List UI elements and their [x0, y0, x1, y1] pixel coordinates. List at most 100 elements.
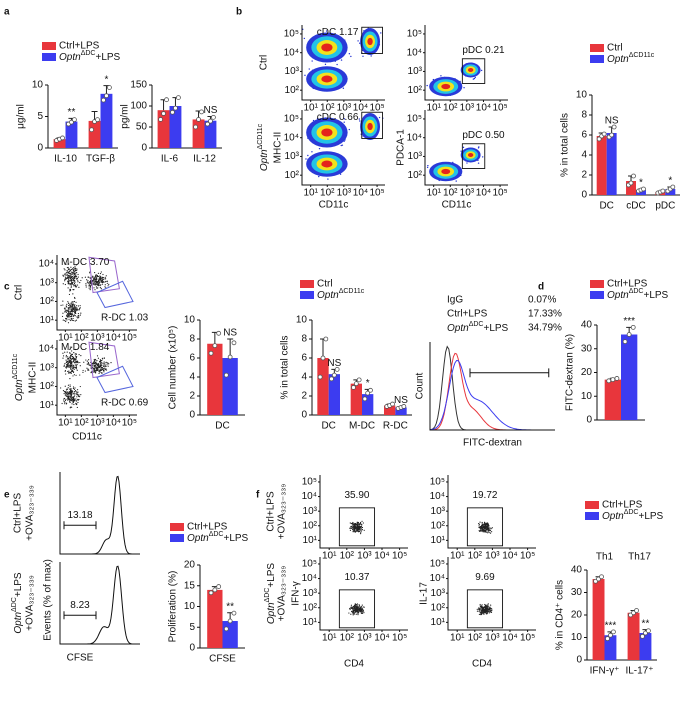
cell-dot [79, 361, 81, 364]
cell-dot [71, 305, 73, 307]
cell-dot [361, 609, 363, 611]
cell-dot [99, 367, 101, 369]
cell-dot [104, 278, 107, 280]
legend-swatch [300, 291, 314, 299]
cell-dot [102, 369, 104, 371]
cell-dot [87, 280, 89, 282]
panel-letter: b [236, 7, 242, 18]
density [367, 122, 373, 131]
cell-dot [95, 286, 98, 288]
cell-dot [68, 263, 70, 265]
y-axis-label: IFN-γ [291, 581, 302, 605]
plot-frame [447, 557, 536, 631]
cell-dot [480, 525, 482, 528]
cell-dot [87, 276, 89, 278]
cell-dot [67, 287, 69, 289]
cell-dot [96, 287, 98, 289]
cell-dot [481, 607, 483, 609]
cell-dot [61, 315, 64, 318]
cell-dot [64, 363, 66, 365]
cell-dot [68, 391, 70, 393]
cell-dot [77, 305, 80, 307]
gate-label: cDC 0.66 [317, 112, 359, 123]
cell-dot [64, 319, 66, 322]
cell-dot [96, 359, 98, 362]
x-tick-label: 10² [74, 418, 89, 429]
cell-dot [104, 284, 106, 286]
data-point [640, 633, 645, 639]
x-tick-label: DC [215, 421, 229, 432]
cell-dot [484, 603, 486, 606]
x-tick-label: 10¹ [450, 633, 465, 644]
cell-dot [96, 280, 98, 283]
cell-dot [360, 607, 362, 609]
gate-label: 35.90 [344, 490, 369, 501]
plot-frame [56, 340, 137, 416]
cell-dot [356, 527, 358, 529]
x-tick-label: 10⁴ [502, 551, 517, 562]
cell-dot [63, 365, 65, 367]
density [467, 152, 474, 158]
cell-dot [101, 283, 104, 285]
cell-dot [68, 271, 70, 273]
row-label: OptnΔCD11c [257, 123, 269, 171]
cell-dot [98, 278, 100, 280]
cell-dot [95, 280, 97, 282]
cell-dot [68, 307, 70, 309]
cell-dot [70, 307, 72, 309]
cell-dot [85, 359, 87, 361]
cell-dot [75, 271, 78, 274]
cell-dot [354, 605, 356, 607]
y-tick-label: 2 [581, 170, 587, 181]
y-axis-label: pg/ml [120, 104, 131, 128]
cell-dot [65, 395, 67, 397]
x-tick-label: 10² [468, 633, 483, 644]
cell-dot [72, 358, 74, 360]
cell-dot [486, 607, 489, 610]
cell-dot [484, 527, 486, 530]
cell-dot [358, 118, 361, 120]
cell-dot [77, 317, 79, 319]
x-tick-label: 10² [340, 633, 355, 644]
cell-dot [72, 401, 75, 403]
cell-dot [62, 300, 64, 302]
cell-dot [489, 606, 491, 608]
gate-label: pDC 0.21 [462, 45, 505, 56]
cell-dot [76, 360, 78, 362]
cell-dot [85, 284, 87, 286]
legend-label: Ctrl [607, 43, 623, 54]
data-point [170, 109, 175, 115]
cell-dot [352, 531, 354, 533]
y-tick-label: 10⁴ [407, 132, 422, 143]
row-label: OptnΔDC+LPS [11, 572, 23, 634]
cell-dot [352, 614, 354, 616]
cell-dot [67, 362, 69, 364]
bar [222, 621, 238, 648]
cell-dot [105, 369, 108, 371]
cell-dot [75, 367, 78, 369]
cell-dot [343, 121, 345, 123]
cell-dot [340, 144, 342, 147]
significance: ** [642, 618, 650, 629]
cell-dot [66, 360, 68, 362]
legend-swatch [590, 280, 604, 288]
y-tick-label: 5 [37, 111, 43, 122]
bar [639, 633, 652, 660]
cell-dot [65, 317, 67, 320]
cell-dot [66, 303, 68, 306]
cell-dot [380, 32, 382, 34]
cell-dot [483, 606, 485, 609]
cell-dot [352, 610, 354, 612]
cell-dot [69, 282, 71, 285]
cell-dot [486, 611, 488, 613]
y-axis-label: Events (% of max) [43, 559, 54, 641]
cell-dot [356, 530, 358, 532]
legend-label: Ctrl+LPS [59, 41, 100, 52]
cell-dot [351, 526, 353, 529]
significance: NS [223, 328, 237, 339]
gate-label: 19.72 [472, 490, 497, 501]
cell-dot [105, 362, 107, 364]
cell-dot [64, 403, 66, 405]
x-tick-label: DC [599, 201, 613, 212]
cell-dot [74, 367, 76, 369]
